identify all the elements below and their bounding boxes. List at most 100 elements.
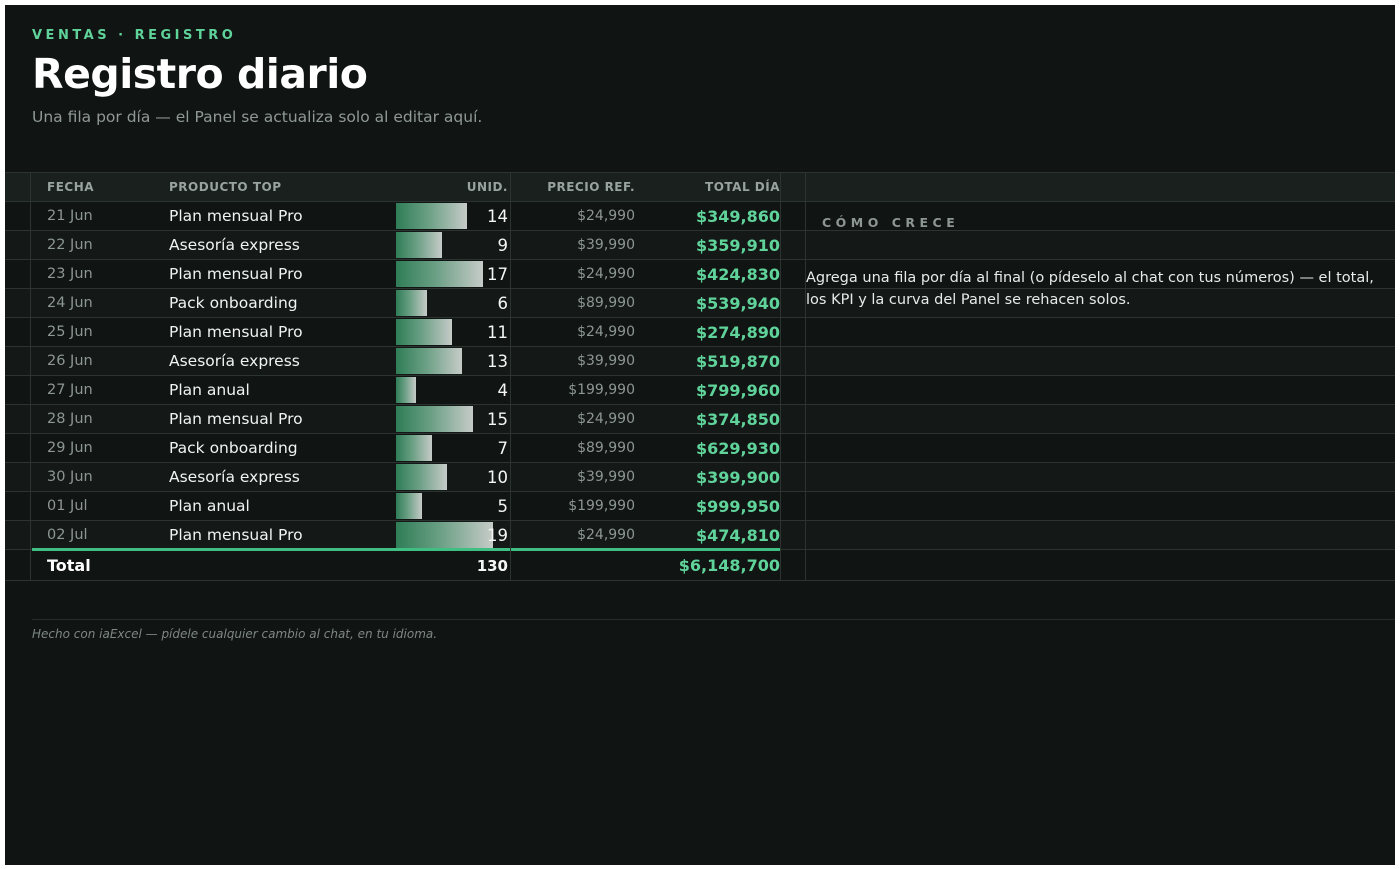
- cell-total[interactable]: $474,810: [695, 525, 780, 545]
- table-row: 21 Jun Plan mensual Pro 14 $24,990 $349,860: [5, 202, 1395, 231]
- totals-units[interactable]: 130: [476, 556, 508, 575]
- cell-price[interactable]: $24,990: [577, 324, 635, 340]
- cell-product[interactable]: Plan mensual Pro: [169, 410, 303, 428]
- column-header-date[interactable]: FECHA: [47, 180, 95, 194]
- cell-product[interactable]: Plan mensual Pro: [169, 526, 303, 544]
- cell-date[interactable]: 21 Jun: [47, 208, 93, 224]
- footer-divider: [32, 619, 1395, 620]
- cell-product[interactable]: Asesoría express: [169, 468, 300, 486]
- cell-units[interactable]: 13: [487, 351, 508, 371]
- cell-date[interactable]: 01 Jul: [47, 498, 88, 514]
- table-row: 29 Jun Pack onboarding 7 $89,990 $629,930: [5, 434, 1395, 463]
- cell-price[interactable]: $24,990: [577, 411, 635, 427]
- cell-product[interactable]: Plan mensual Pro: [169, 265, 303, 283]
- cell-price[interactable]: $24,990: [577, 208, 635, 224]
- cell-units[interactable]: 11: [487, 322, 508, 342]
- units-bar: [396, 406, 473, 432]
- table-row: 02 Jul Plan mensual Pro 19 $24,990 $474,810: [5, 521, 1395, 550]
- cell-total[interactable]: $274,890: [695, 322, 780, 342]
- cell-units[interactable]: 14: [487, 206, 508, 226]
- cell-price[interactable]: $39,990: [577, 469, 635, 485]
- cell-date[interactable]: 24 Jun: [47, 295, 93, 311]
- cell-product[interactable]: Pack onboarding: [169, 439, 298, 457]
- table-row: 25 Jun Plan mensual Pro 11 $24,990 $274,890: [5, 318, 1395, 347]
- units-bar: [396, 261, 483, 287]
- grid-divider: [510, 172, 511, 581]
- totals-amount[interactable]: $6,148,700: [678, 556, 780, 575]
- cell-product[interactable]: Plan mensual Pro: [169, 323, 303, 341]
- totals-label[interactable]: Total: [47, 556, 91, 575]
- cell-date[interactable]: 29 Jun: [47, 440, 93, 456]
- cell-total[interactable]: $799,960: [695, 380, 780, 400]
- column-header-units[interactable]: UNID.: [466, 180, 508, 194]
- grid-divider: [30, 172, 31, 581]
- units-bar: [396, 493, 422, 519]
- cell-price[interactable]: $89,990: [577, 440, 635, 456]
- table-row: 01 Jul Plan anual 5 $199,990 $999,950: [5, 492, 1395, 521]
- units-bar: [396, 348, 462, 374]
- cell-price[interactable]: $89,990: [577, 295, 635, 311]
- cell-product[interactable]: Plan anual: [169, 497, 250, 515]
- cell-total[interactable]: $629,930: [695, 438, 780, 458]
- cell-total[interactable]: $359,910: [695, 235, 780, 255]
- side-panel-text: Agrega una fila por día al final (o píde…: [806, 270, 1374, 308]
- cell-total[interactable]: $999,950: [695, 496, 780, 516]
- cell-units[interactable]: 9: [497, 235, 509, 255]
- cell-date[interactable]: 22 Jun: [47, 237, 93, 253]
- footer-note: Hecho con iaExcel — pídele cualquier cam…: [32, 627, 438, 641]
- cell-total[interactable]: $519,870: [695, 351, 780, 371]
- units-bar: [396, 522, 493, 548]
- page-subtitle: Una fila por día — el Panel se actualiza…: [32, 108, 483, 126]
- cell-total[interactable]: $349,860: [695, 206, 780, 226]
- cell-units[interactable]: 5: [497, 496, 509, 516]
- units-bar: [396, 319, 452, 345]
- spreadsheet-sheet: VENTAS · REGISTRO Registro diario Una fi…: [5, 5, 1395, 865]
- cell-date[interactable]: 25 Jun: [47, 324, 93, 340]
- cell-product[interactable]: Pack onboarding: [169, 294, 298, 312]
- cell-product[interactable]: Plan anual: [169, 381, 250, 399]
- cell-date[interactable]: 28 Jun: [47, 411, 93, 427]
- table-row: 23 Jun Plan mensual Pro 17 $24,990 $424,830: [5, 260, 1395, 289]
- cell-date[interactable]: 02 Jul: [47, 527, 88, 543]
- table-row: 22 Jun Asesoría express 9 $39,990 $359,910: [5, 231, 1395, 260]
- cell-price[interactable]: $39,990: [577, 237, 635, 253]
- cell-units[interactable]: 6: [497, 293, 509, 313]
- cell-units[interactable]: 15: [487, 409, 508, 429]
- cell-product[interactable]: Asesoría express: [169, 352, 300, 370]
- cell-total[interactable]: $374,850: [695, 409, 780, 429]
- cell-units[interactable]: 19: [487, 525, 508, 545]
- cell-units[interactable]: 7: [497, 438, 509, 458]
- cell-price[interactable]: $24,990: [577, 527, 635, 543]
- table-row: 30 Jun Asesoría express 10 $39,990 $399,900: [5, 463, 1395, 492]
- column-header-price[interactable]: PRECIO REF.: [547, 180, 635, 194]
- section-eyebrow: VENTAS · REGISTRO: [32, 28, 237, 43]
- totals-accent-line: [32, 548, 780, 551]
- cell-units[interactable]: 17: [487, 264, 508, 284]
- cell-total[interactable]: $399,900: [695, 467, 780, 487]
- units-bar: [396, 435, 432, 461]
- cell-price[interactable]: $199,990: [568, 498, 635, 514]
- cell-date[interactable]: 26 Jun: [47, 353, 93, 369]
- cell-date[interactable]: 27 Jun: [47, 382, 93, 398]
- cell-price[interactable]: $24,990: [577, 266, 635, 282]
- page-title: Registro diario: [32, 50, 368, 98]
- table-row: 28 Jun Plan mensual Pro 15 $24,990 $374,850: [5, 405, 1395, 434]
- cell-total[interactable]: $424,830: [695, 264, 780, 284]
- cell-units[interactable]: 4: [497, 380, 509, 400]
- units-bar: [396, 203, 467, 229]
- grid-divider: [780, 172, 781, 581]
- cell-total[interactable]: $539,940: [695, 293, 780, 313]
- cell-product[interactable]: Asesoría express: [169, 236, 300, 254]
- table-row: 26 Jun Asesoría express 13 $39,990 $519,870: [5, 347, 1395, 376]
- cell-units[interactable]: 10: [487, 467, 508, 487]
- cell-price[interactable]: $39,990: [577, 353, 635, 369]
- column-header-product[interactable]: PRODUCTO TOP: [169, 180, 282, 194]
- units-bar: [396, 232, 442, 258]
- cell-date[interactable]: 30 Jun: [47, 469, 93, 485]
- cell-date[interactable]: 23 Jun: [47, 266, 93, 282]
- column-header-total[interactable]: TOTAL DÍA: [705, 180, 780, 194]
- table-row: 24 Jun Pack onboarding 6 $89,990 $539,940: [5, 289, 1395, 318]
- units-bar: [396, 464, 447, 490]
- cell-price[interactable]: $199,990: [568, 382, 635, 398]
- cell-product[interactable]: Plan mensual Pro: [169, 207, 303, 225]
